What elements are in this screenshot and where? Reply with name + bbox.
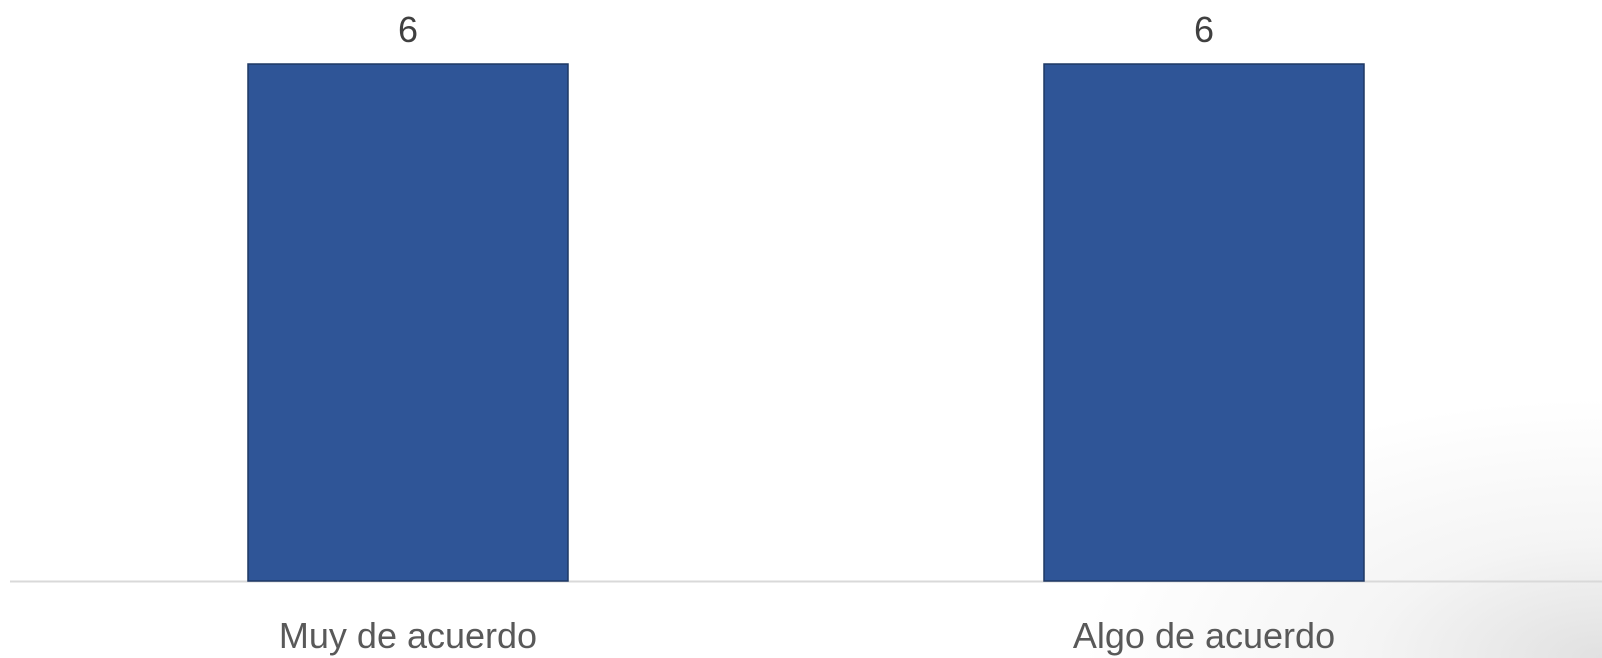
- data-label-2: 6: [1194, 9, 1214, 50]
- bar-2: [1043, 63, 1365, 582]
- bars-group: 6 Muy de acuerdo 6 Algo de acuerdo: [247, 9, 1365, 656]
- category-label-2: Algo de acuerdo: [1073, 615, 1335, 656]
- bar-1: [247, 63, 569, 582]
- category-label-1: Muy de acuerdo: [279, 615, 537, 656]
- data-label-1: 6: [398, 9, 418, 50]
